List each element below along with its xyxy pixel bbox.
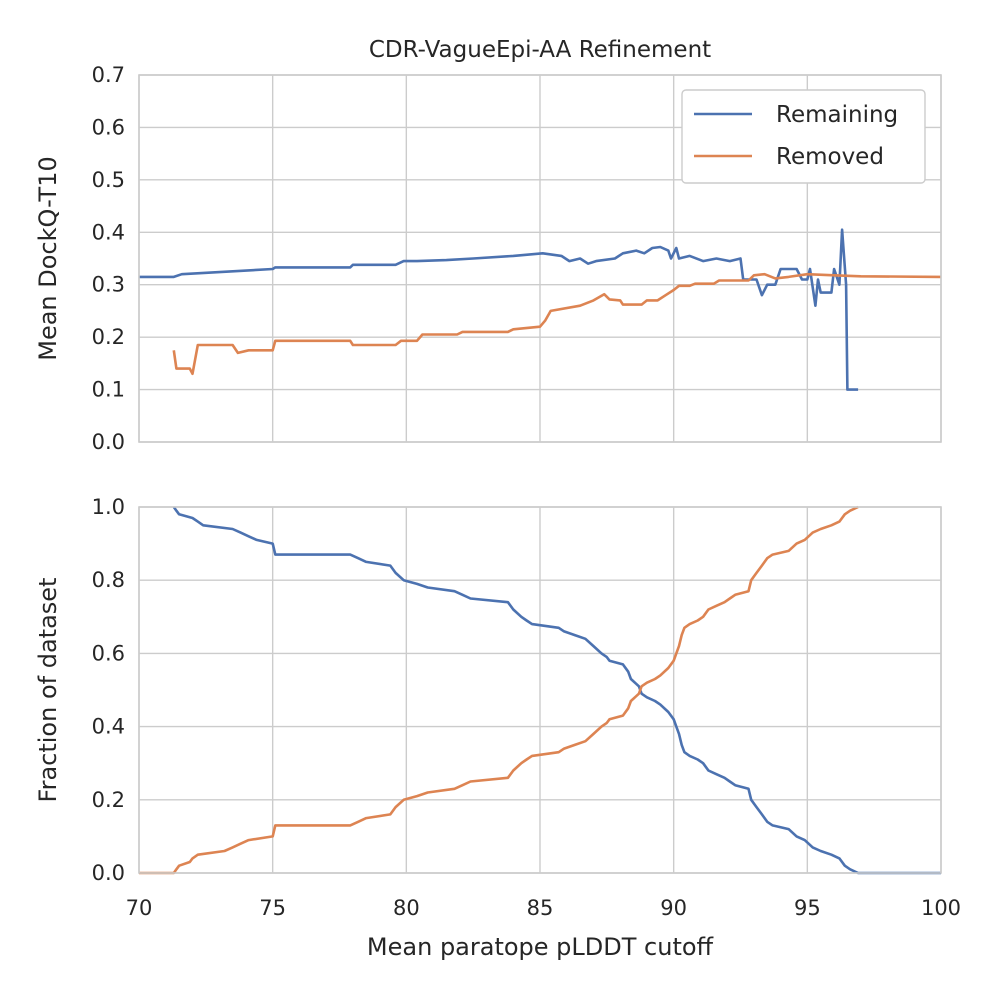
bottom-y-axis-label: Fraction of dataset [34,578,62,803]
legend-label-removed: Removed [776,144,884,170]
bottom-y-tick-label: 0.8 [92,568,125,592]
top-y-tick-label: 0.4 [92,220,125,244]
top-y-tick-label: 0.7 [92,63,125,87]
bottom-panel: 0.0 0.2 0.4 0.6 0.8 1.0 70 75 80 85 90 95 100 Fractio… [34,495,961,961]
bottom-x-tick-label: 80 [393,896,420,920]
bottom-x-tick-label: 100 [921,896,961,920]
bottom-y-tick-label: 0.6 [92,641,125,665]
bottom-x-tick-label: 95 [794,896,821,920]
legend-label-remaining: Remaining [776,102,898,128]
bottom-x-tick-label: 70 [126,896,153,920]
top-panel: 0.0 0.1 0.2 0.3 0.4 0.5 0.6 0.7 Mean DockQ-T10 Re… [34,63,942,454]
top-y-tick-label: 0.1 [92,378,125,402]
top-plot-frame [138,74,942,443]
top-y-tick-label: 0.5 [92,168,125,192]
bottom-x-tick-label: 75 [259,896,286,920]
bottom-y-tick-label: 1.0 [92,495,125,519]
top-series-removed-line [172,272,942,376]
bottom-y-tick-label: 0.4 [92,715,125,739]
bottom-plot-frame [138,506,942,874]
bottom-y-tick-label: 0.2 [92,788,125,812]
top-y-tick-label: 0.0 [92,430,125,454]
bottom-x-axis-label: Mean paratope pLDDT cutoff [367,933,714,961]
top-y-tick-label: 0.6 [92,115,125,139]
bottom-x-tick-label: 85 [527,896,554,920]
top-y-tick-label: 0.3 [92,273,125,297]
bottom-series-remaining-line [172,506,941,875]
bottom-series-removed-line [139,505,859,875]
chart-title: CDR-VagueEpi-AA Refinement [369,37,711,63]
top-y-tick-label: 0.2 [92,325,125,349]
top-y-axis-label: Mean DockQ-T10 [34,156,62,361]
legend: Remaining Removed [681,89,926,184]
bottom-y-tick-label: 0.0 [92,861,125,885]
top-series-remaining-line [139,228,859,391]
bottom-x-tick-label: 90 [660,896,687,920]
